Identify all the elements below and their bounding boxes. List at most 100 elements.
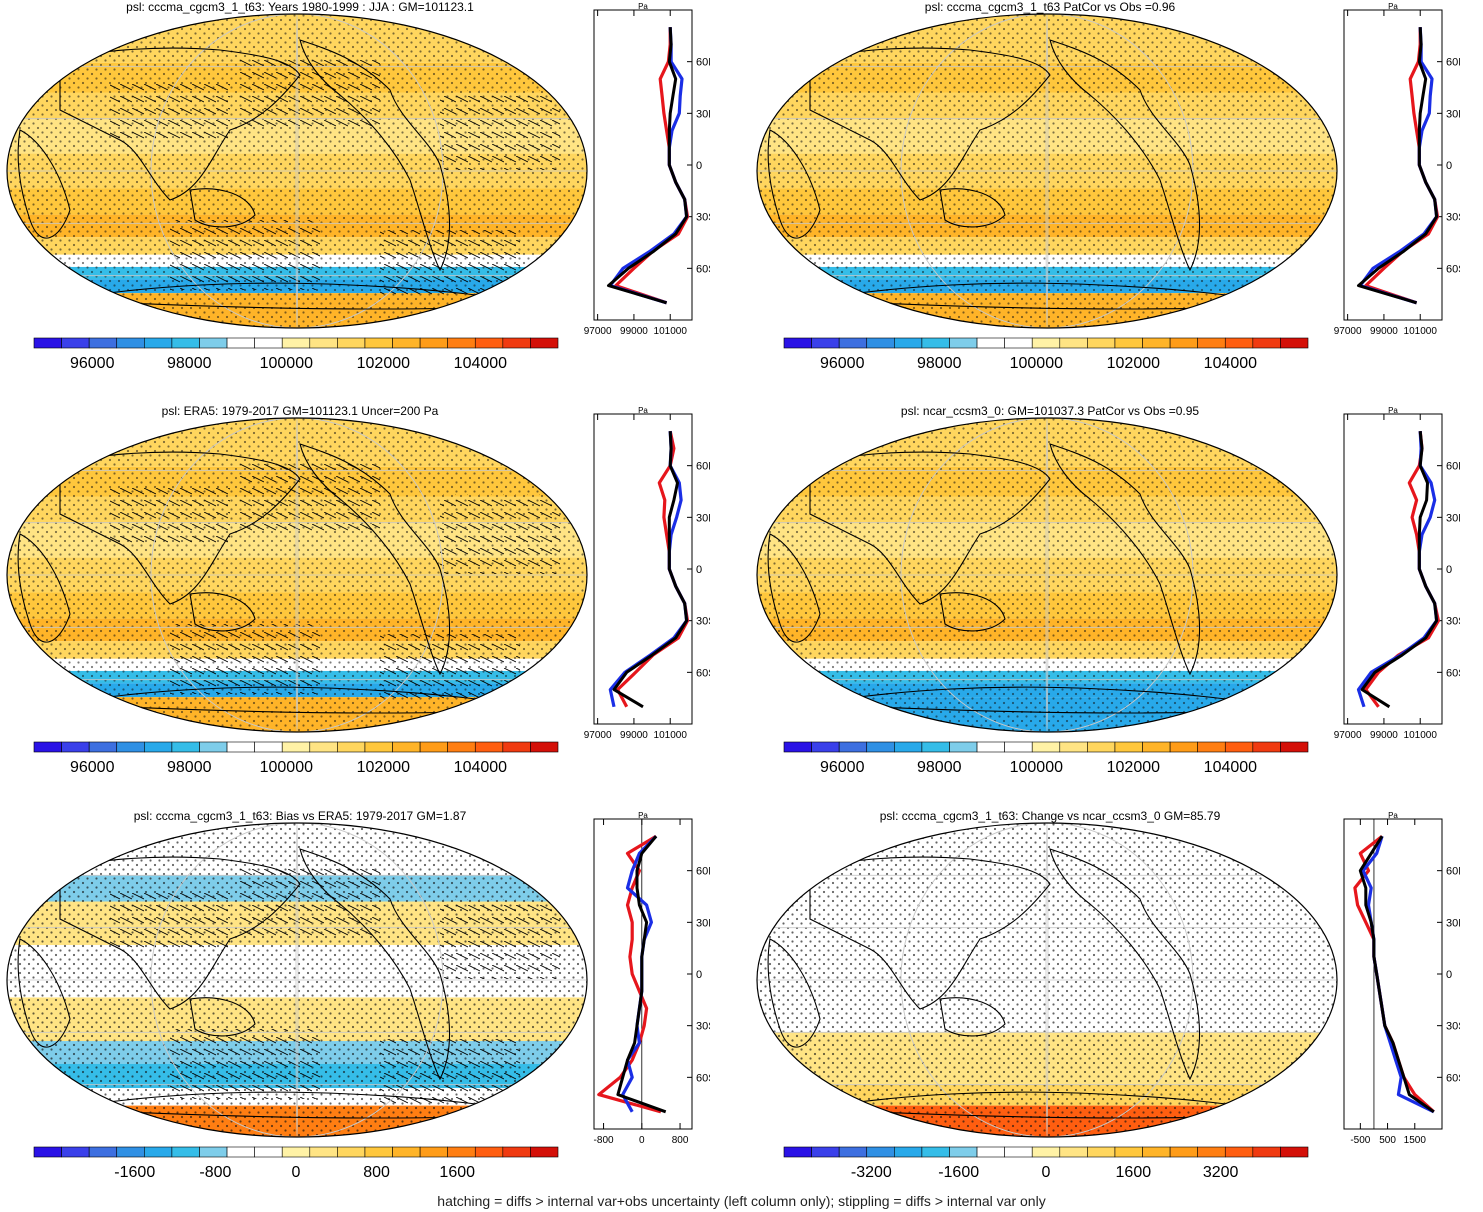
colorbar-swatch <box>1169 337 1198 349</box>
profile-series-obs1 <box>1356 431 1439 708</box>
panel-title: psl: ERA5: 1979-2017 GM=101123.1 Uncer=2… <box>161 404 439 418</box>
profile-series-model <box>1358 835 1435 1114</box>
profile-era5: Pa 97000 99000 101000 60N 30N 0 30S 60S <box>584 406 710 741</box>
hatching <box>170 624 320 694</box>
colorbar-tick-label: -800 <box>199 1164 231 1181</box>
colorbar-swatch <box>1004 1146 1033 1158</box>
panel-title: psl: ncar_ccsm3_0: GM=101037.3 PatCor vs… <box>900 404 1200 418</box>
colorbar-swatch <box>1114 337 1143 349</box>
hatching <box>170 220 320 290</box>
panel-bias: psl: cccma_cgcm3_1_t63: Bias vs ERA5: 19… <box>0 809 741 1209</box>
panel-title: psl: cccma_cgcm3_1_t63: Change vs ncar_c… <box>879 809 1221 823</box>
colorbar-swatch <box>1114 741 1143 753</box>
map-change: -3200 -1600 0 1600 3200 <box>756 822 1338 1181</box>
colorbar-swatch <box>33 741 62 753</box>
coastline <box>17 129 71 239</box>
colorbar-swatch <box>199 741 228 753</box>
colorbar-swatch <box>447 1146 476 1158</box>
colorbar-tick-label: 3200 <box>1203 1164 1239 1181</box>
colorbar-swatch <box>419 741 448 753</box>
graticule-meridian <box>295 418 299 732</box>
coastline <box>17 938 71 1048</box>
colorbar-tick-label: 102000 <box>357 355 410 372</box>
colorbar-tick-label: -1600 <box>938 1164 979 1181</box>
colorbar-swatch <box>474 1146 504 1158</box>
graticule-meridian <box>1045 823 1049 1137</box>
profile-ytick-label: 30S <box>1446 616 1460 628</box>
profile-ytick-label: 60N <box>1446 57 1460 69</box>
colorbar-swatch <box>811 337 840 349</box>
profile-ytick-label: 30N <box>1446 917 1460 929</box>
colorbar-tick-label: 98000 <box>917 355 962 372</box>
colorbar-swatch <box>392 1146 421 1158</box>
colorbar-swatch <box>61 1146 90 1158</box>
colorbar-swatch <box>337 337 366 349</box>
colorbar-swatch <box>419 337 448 349</box>
profile-xtick-label: 97000 <box>584 326 612 337</box>
colorbar-tick-label: 1600 <box>1116 1164 1152 1181</box>
colorbar-tick-label: 102000 <box>1107 759 1160 776</box>
colorbar-swatch <box>392 337 421 349</box>
colorbar-swatch <box>894 1146 923 1158</box>
hatching <box>240 60 380 130</box>
map-field <box>757 14 1337 328</box>
profile-model-climatology: Pa 97000 99000 101000 60N 30N 0 30S 60S <box>584 2 710 337</box>
colorbar-tick-label: -1600 <box>114 1164 155 1181</box>
colorbar-swatch <box>281 741 311 753</box>
colorbar-swatch <box>144 1146 173 1158</box>
profile-xtick-label: -500 <box>1350 1135 1370 1146</box>
colorbar-swatch <box>61 337 90 349</box>
colorbar-swatch <box>61 741 90 753</box>
graticule-meridian <box>900 418 1194 732</box>
hatching <box>240 464 380 534</box>
colorbar-swatch <box>530 1146 559 1158</box>
colorbar-swatch <box>949 741 978 753</box>
colorbar-swatch <box>337 1146 366 1158</box>
coastline <box>939 997 1006 1037</box>
colorbar-swatch <box>226 741 255 753</box>
colorbar-swatch <box>783 337 812 349</box>
map-ncar: 96000 98000 100000 102000 104000 <box>756 417 1338 776</box>
hatching <box>380 230 520 300</box>
graticule-meridian <box>1045 418 1049 732</box>
colorbar-swatch <box>226 1146 255 1158</box>
profile-xtick-label: -800 <box>594 1135 614 1146</box>
colorbar-tick-label: 104000 <box>454 355 507 372</box>
colorbar-swatch <box>1031 337 1061 349</box>
map-field <box>757 823 1337 1137</box>
hatching <box>110 484 230 544</box>
graticule-meridian <box>295 823 299 1137</box>
profile-unit: Pa <box>638 2 648 11</box>
colorbar-swatch <box>1031 741 1061 753</box>
profile-xtick-label: 97000 <box>1334 326 1362 337</box>
map-border <box>6 13 588 329</box>
profile-ytick-label: 60S <box>696 667 710 679</box>
profile-series-obs2 <box>1364 431 1440 708</box>
coastline <box>809 451 1051 605</box>
colorbar-swatch <box>254 741 283 753</box>
graticule-meridian <box>295 14 299 328</box>
profile-xtick-label: 97000 <box>584 730 612 741</box>
panel-model-patcor: psl: cccma_cgcm3_1_t63 PatCor vs Obs =0.… <box>750 0 1483 400</box>
colorbar-tick-label: 104000 <box>1204 355 1257 372</box>
profile-ytick-label: 60N <box>696 461 710 473</box>
map-border <box>756 822 1338 1138</box>
profile-ytick-label: 30S <box>696 1021 710 1033</box>
profile-model-patcor: Pa 97000 99000 101000 60N 30N 0 30S 60S <box>1334 2 1460 337</box>
profile-ytick-label: 30N <box>1446 512 1460 524</box>
profile-ytick-label: 0 <box>696 969 702 981</box>
colorbar-swatch <box>309 741 338 753</box>
graticule-meridian <box>150 14 444 328</box>
colorbar-tick-label: 0 <box>1042 1164 1051 1181</box>
colorbar-swatch <box>116 741 145 753</box>
profile-ytick-label: 60N <box>1446 866 1460 878</box>
profile-series-obs2 <box>616 430 690 708</box>
hatching <box>380 634 520 704</box>
colorbar-swatch <box>811 741 840 753</box>
colorbar-tick-label: 104000 <box>454 759 507 776</box>
coastline <box>767 533 821 643</box>
colorbar-tick-label: -3200 <box>851 1164 892 1181</box>
profile-series-model <box>1357 27 1439 305</box>
colorbar-swatch <box>1224 337 1254 349</box>
colorbar-swatch <box>502 741 531 753</box>
